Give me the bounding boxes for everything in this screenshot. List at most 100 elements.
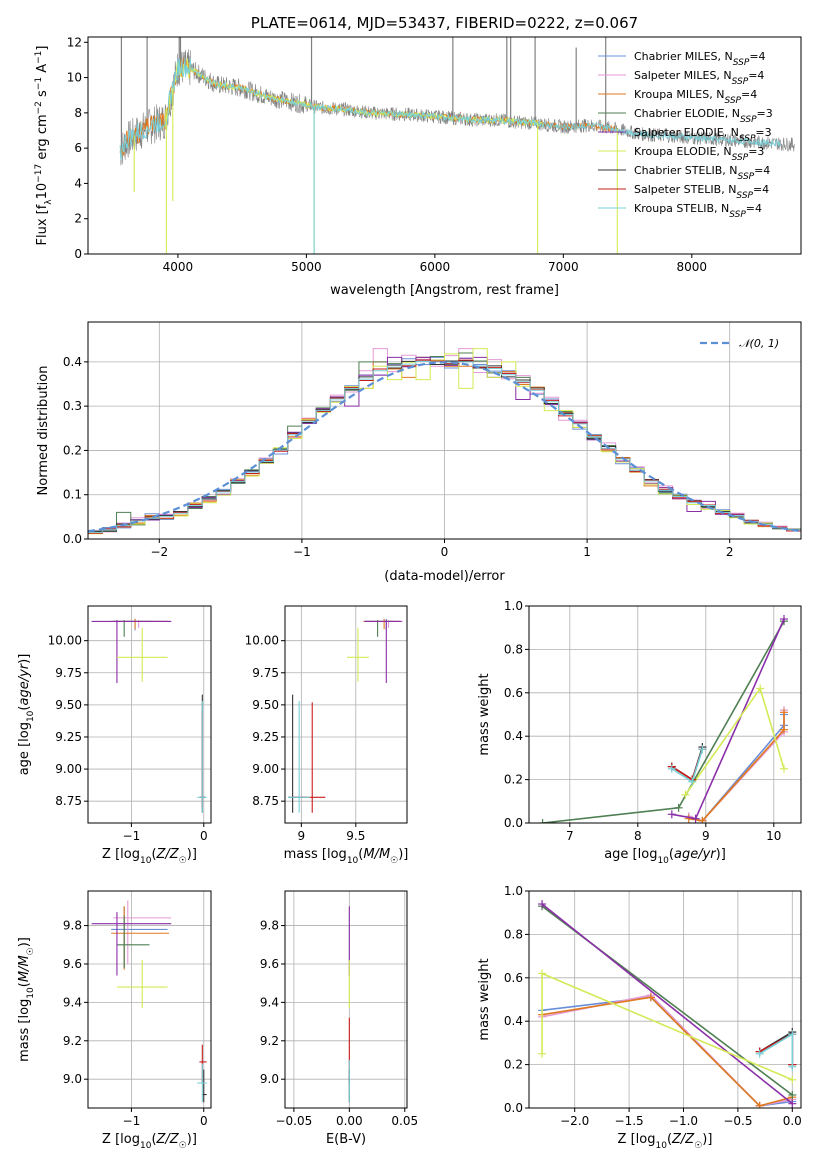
label-part: )] — [716, 847, 726, 862]
x-tick-label: 10 — [766, 829, 781, 843]
y-tick-label: 1.0 — [504, 884, 523, 898]
y-tick-label: 0.4 — [504, 729, 523, 743]
label-part: =3 — [755, 126, 771, 139]
axes-frame — [528, 605, 802, 824]
data-point — [91, 620, 172, 684]
label-part: ( — [667, 1132, 672, 1147]
data-point — [347, 627, 369, 682]
x-tick-label: −0.5 — [723, 1114, 752, 1128]
data-point — [113, 900, 172, 964]
label-part: Flux [f — [35, 204, 50, 245]
label-part: Z/Z — [156, 1132, 180, 1147]
weight-line — [541, 972, 793, 1081]
label-part: ☉ — [694, 1141, 702, 1151]
y-tick-label: 8.75 — [252, 794, 279, 808]
label-part: Chabrier ELODIE, N — [634, 107, 740, 120]
label-part: ☉ — [179, 1141, 187, 1151]
y-tick-label: 0.2 — [504, 1058, 523, 1072]
legend-entry: Chabrier STELIB, NSSP=4 — [634, 164, 770, 182]
y-tick-label: 9.6 — [63, 957, 82, 971]
panel-mass-vs-EBV: −0.05 0.00 0.05 9.0 9.2 9.4 9.6 9.8 E(B-V) — [260, 890, 418, 1147]
legend-entry: Kroupa STELIB, NSSP=4 — [634, 202, 762, 220]
y-axis-label: mass [log10(M/M☉)] — [17, 937, 36, 1062]
data-point — [288, 694, 307, 813]
x-tick-label: 0 — [200, 1114, 208, 1128]
legend-entry: Kroupa ELODIE, NSSP=3 — [634, 145, 764, 163]
label-part: Salpeter ELODIE, N — [634, 126, 739, 139]
data-point — [111, 906, 168, 968]
label-part: ☉ — [179, 856, 187, 866]
data-point — [364, 620, 402, 684]
weight-line — [759, 1032, 794, 1067]
label-part: =4 — [746, 202, 762, 215]
y-axis-label: mass weight — [477, 958, 492, 1040]
label-part: age [log — [604, 847, 657, 862]
data-point — [288, 701, 311, 813]
label-part: SSP — [740, 115, 757, 125]
data-spectrum — [119, 49, 795, 166]
y-tick-label: 12 — [67, 35, 82, 49]
x-tick-label: 2 — [726, 545, 734, 559]
y-tick-label: 9.25 — [252, 730, 279, 744]
x-tick-label: 0.00 — [336, 1114, 363, 1128]
label-part: ( — [151, 1132, 156, 1147]
model-stelib — [119, 57, 782, 161]
y-tick-label: 9.00 — [252, 762, 279, 776]
x-axis-label: mass [log10(M/M☉)] — [284, 847, 409, 866]
y-tick-label: 8.75 — [55, 794, 82, 808]
label-part: )] — [187, 847, 197, 862]
label-part: 10 — [657, 856, 669, 866]
panel-mass-vs-Z: −1 09.09.29.49.69.8Z [log10(Z/Z☉)]mass [l… — [17, 890, 212, 1151]
y-tick-label: 10.00 — [245, 634, 279, 648]
label-part: M/M — [17, 955, 32, 982]
x-axis-label: wavelength [Angstrom, rest frame] — [330, 283, 559, 298]
data-point — [116, 915, 150, 968]
label-part: =4 — [753, 183, 769, 196]
x-tick-label: 0 — [200, 829, 208, 843]
x-tick-label: −1 — [123, 1114, 141, 1128]
y-tick-label: 9.4 — [260, 995, 279, 1009]
data-point — [202, 1069, 207, 1103]
data-point — [363, 618, 400, 630]
label-part: )] — [17, 937, 32, 947]
label-part: A — [35, 64, 50, 77]
axes-frame — [87, 890, 212, 1109]
label-part: λ — [44, 199, 54, 205]
label-part: −17 — [34, 164, 44, 183]
label-part: age/yr — [17, 662, 32, 705]
label-part: s — [35, 90, 50, 101]
label-part: 10 — [26, 987, 36, 999]
label-part: =4 — [741, 88, 757, 101]
data-point — [113, 620, 154, 637]
label-part: 10 — [35, 183, 50, 200]
data-point — [116, 627, 168, 682]
label-part: ] — [35, 46, 50, 51]
x-tick-label: 6000 — [420, 260, 451, 274]
label-part: ( — [17, 706, 32, 711]
x-axis-label: Z [log10(Z/Z☉)] — [618, 1132, 713, 1151]
label-part: SSP — [732, 153, 749, 163]
label-part: 10 — [655, 1141, 667, 1151]
label-part: Chabrier MILES, N — [634, 50, 733, 63]
data-point — [197, 1063, 207, 1103]
label-part: Z [log — [102, 1132, 140, 1147]
x-tick-label: 0.0 — [783, 1114, 802, 1128]
label-part: =4 — [749, 50, 765, 63]
legend-entry: Chabrier MILES, NSSP=4 — [634, 50, 766, 68]
data-point — [197, 701, 207, 813]
label-part: −1 — [34, 77, 44, 90]
plot-area — [119, 37, 795, 254]
label-part: Salpeter STELIB, N — [634, 183, 736, 196]
y-tick-label: 9.0 — [63, 1072, 82, 1086]
y-tick-label: 6 — [74, 141, 82, 155]
label-part: −1 — [34, 51, 44, 64]
y-tick-label: 9.75 — [252, 666, 279, 680]
plot-area — [88, 348, 801, 535]
x-tick-label: 4000 — [163, 260, 194, 274]
y-tick-label: 0.0 — [63, 532, 82, 546]
model-elodie — [164, 58, 544, 128]
data-point — [199, 1044, 207, 1084]
axes-frame — [528, 890, 802, 1109]
label-part: ☉ — [390, 856, 398, 866]
